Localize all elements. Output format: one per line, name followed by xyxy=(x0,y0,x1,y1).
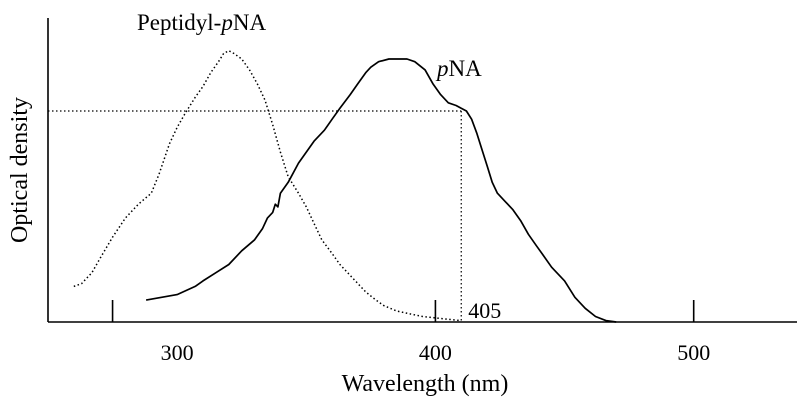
series-lines xyxy=(73,49,617,323)
y-axis-title: Optical density xyxy=(7,97,33,243)
x-axis-title: Wavelength (nm) xyxy=(342,371,509,397)
x-tick-label: 300 xyxy=(161,340,194,365)
x-axis-tick-labels: 300 400 500 xyxy=(161,340,711,365)
series-label-peptidyl-pna: Peptidyl-pNA xyxy=(137,10,266,35)
annotation-label-405: 405 xyxy=(468,298,501,323)
series-labels: Peptidyl-pNA pNA xyxy=(137,10,482,81)
reference-lines: 405 xyxy=(48,110,501,323)
x-tick-label: 500 xyxy=(677,340,710,365)
series-line-peptidyl-pna xyxy=(73,49,462,322)
series-label-pna: pNA xyxy=(435,56,482,81)
x-tick-label: 400 xyxy=(419,340,452,365)
series-line-pna xyxy=(145,58,617,323)
axes xyxy=(47,18,797,323)
x-axis-ticks xyxy=(111,300,695,322)
